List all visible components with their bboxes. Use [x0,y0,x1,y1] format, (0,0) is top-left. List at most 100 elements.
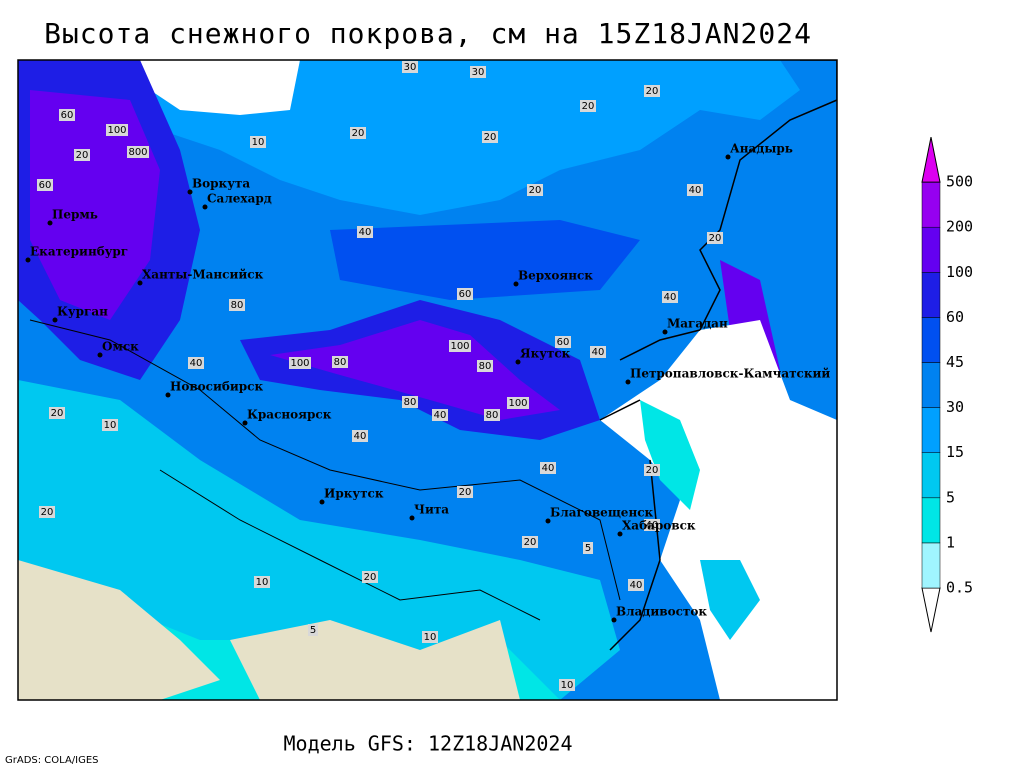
contour-label: 20 [484,132,497,143]
contour-label: 100 [450,341,469,352]
deep-snow [270,320,560,420]
city-label: Анадырь [730,142,793,156]
contour-label-box [352,430,368,442]
contour-label: 80 [486,410,499,421]
contour-label: 10 [252,137,265,148]
city-label: Ханты-Мансийск [142,268,264,282]
city-dot [165,392,171,398]
contour-label-box [402,61,418,73]
contour-label: 20 [76,150,89,161]
city-dot [25,257,31,263]
bare-ground [18,560,520,700]
city-label: Курган [57,305,108,319]
contour-label: 40 [542,463,555,474]
colorbar-box [921,181,941,228]
contour-label-box [37,179,53,191]
contour-label: 100 [107,125,126,136]
contour-label-box [522,536,538,548]
contour-label: 20 [352,128,365,139]
contour-label: 20 [582,101,595,112]
colorbar-label: 200 [946,218,973,236]
city-dot [662,329,668,335]
contour-label: 10 [104,420,117,431]
city-label: Верхоянск [518,269,593,283]
contour-label-box [644,85,660,97]
city-label: Омск [102,340,139,354]
coastline [599,329,701,651]
contour-label: 40 [630,580,643,591]
city-label: Салехард [207,192,272,206]
city-dot [47,220,53,226]
snow [330,220,640,300]
city-dot [515,359,521,365]
contour-label-box [254,576,270,588]
credit: GrADS: COLA/IGES [5,755,99,766]
colorbar-label: 5 [946,488,955,506]
contour-label-box [449,340,471,352]
contour-label-box [590,346,606,358]
contour-label: 20 [51,408,64,419]
colorbar-over [921,137,941,183]
contour-label: 80 [231,300,244,311]
colorbar-box [921,452,941,499]
city-dot [202,204,208,210]
contour-label-box [555,336,571,348]
city-dot [625,379,631,385]
contour-label: 20 [529,185,542,196]
contour-label-box [580,100,596,112]
contour-label-box [49,407,65,419]
contour-label: 30 [404,62,417,73]
city-label: Новосибирск [170,380,263,394]
contour-label-box [527,184,543,196]
contour-label-box [484,409,500,421]
contour-label: 60 [61,110,74,121]
colorbar-label: 100 [946,263,973,281]
contour-label: 100 [290,358,309,369]
contour-label-box [644,464,660,476]
contour-label: 20 [364,572,377,583]
colorbar-box [921,542,941,589]
city-dot [513,281,519,287]
contour-label: 20 [459,487,472,498]
city-dot [52,317,58,323]
contour-label: 40 [354,431,367,442]
contour-label-box [540,462,556,474]
contour-label-box [229,299,245,311]
contour-label-box [308,624,318,636]
contour-label: 10 [561,680,574,691]
contour-label: 40 [646,520,659,531]
model-label: Модель GFS: 12Z18JAN2024 [284,732,573,756]
ocean [400,110,560,180]
colorbar-box [921,362,941,408]
colorbar-label: 1 [946,533,955,551]
city-dot [97,352,103,358]
contour-label: 20 [646,86,659,97]
map [17,59,838,701]
city-dot [611,617,617,623]
city-label: Владивосток [616,605,707,619]
city-label: Хабаровск [622,519,696,533]
contour-label-box [482,131,498,143]
contour-label-box [106,124,128,136]
city-label: Воркута [192,177,250,191]
title: Высота снежного покрова, см на 15Z18JAN2… [44,17,812,50]
contour-label-box [457,288,473,300]
contour-label-box [644,519,660,531]
contour-label: 20 [646,465,659,476]
contour-label: 40 [359,227,372,238]
contour-label-box [422,631,438,643]
city-label: Петропавловск-Камчатский [630,367,830,381]
contour-label: 100 [508,398,527,409]
city-dot [617,531,623,537]
contour-label-box [707,232,723,244]
contour-label-box [357,226,373,238]
city-dot [725,154,731,160]
contour-label: 5 [585,543,591,554]
contour-label: 10 [256,577,269,588]
contour-label-box [559,679,575,691]
contour-label-box [102,419,118,431]
contour-label: 40 [592,347,605,358]
colorbar-label: 0.5 [946,579,973,597]
